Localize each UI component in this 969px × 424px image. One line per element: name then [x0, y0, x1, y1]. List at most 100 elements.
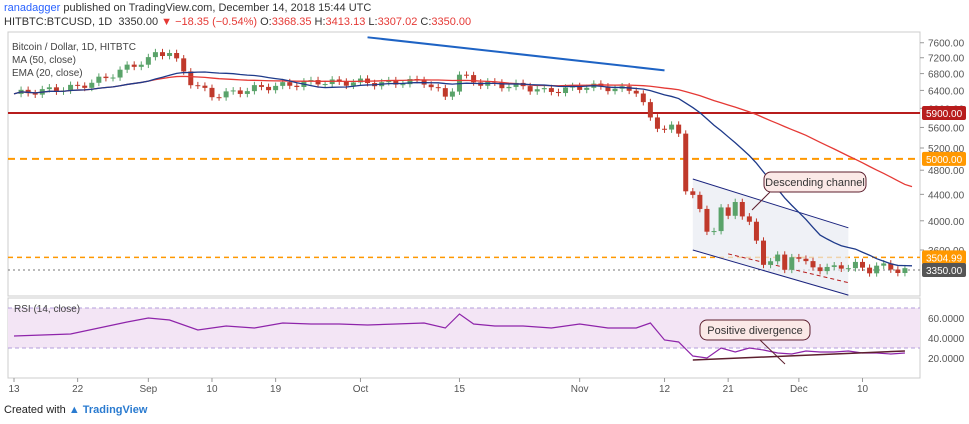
tradingview-brand[interactable]: TradingView [82, 404, 148, 416]
tradingview-logo-icon: ▲ [68, 404, 80, 416]
candle-body [669, 124, 675, 130]
price-axis-label: 3350.00 [926, 266, 963, 277]
divergence-line [692, 350, 905, 361]
candle-body [230, 90, 236, 92]
candle-body [251, 85, 257, 92]
candle-body [223, 91, 229, 98]
candle-body [563, 87, 569, 94]
candle-body [888, 263, 894, 270]
candle-body [138, 64, 144, 67]
candle-body [831, 265, 837, 267]
rsi-tick-label: 40.0000 [928, 334, 965, 345]
candle-body [266, 86, 272, 91]
ohlc-line: HITBTC:BTCUSD, 1D 3350.00 ▼ −18.35 (−0.5… [4, 16, 471, 28]
candle-body [159, 52, 165, 57]
time-tick-label: 19 [270, 384, 282, 395]
candle-body [704, 208, 710, 232]
candle-body [881, 263, 887, 266]
time-tick-label: Nov [571, 384, 589, 395]
candle-body [761, 240, 767, 265]
candle-body [280, 82, 286, 86]
candle-body [181, 58, 187, 72]
candle-body [32, 93, 38, 95]
candle-body [110, 77, 116, 79]
divergence-callout-box [699, 319, 811, 341]
candle-body [131, 64, 137, 67]
candle-body [68, 84, 74, 91]
candle-body [174, 52, 180, 59]
candle-body [124, 64, 130, 70]
candle-body [605, 86, 611, 92]
candle-body [195, 85, 201, 87]
candle-body [633, 90, 639, 94]
candle-body [739, 201, 745, 217]
time-tick-label: Sep [139, 384, 157, 395]
price-tick-label: 6400.00 [928, 86, 965, 97]
downtrend-line [367, 36, 665, 72]
candle-body [676, 124, 682, 134]
candle-body [775, 254, 781, 262]
ema-legend[interactable]: EMA (20, close) [12, 68, 83, 79]
close-label: C: [420, 16, 432, 28]
candle-body [647, 102, 653, 118]
high-value: 3413.13 [325, 16, 366, 28]
candle-body [527, 86, 533, 92]
candle-body [258, 85, 264, 87]
footer: Created with ▲ TradingView [4, 404, 147, 416]
time-tick-label: Dec [790, 384, 808, 395]
candle-body [103, 76, 109, 79]
candle-body [237, 90, 243, 94]
open-label: O: [260, 16, 272, 28]
candle-body [82, 85, 88, 88]
candle-body [683, 133, 689, 192]
candle-body [746, 216, 752, 222]
candle-body [407, 79, 413, 85]
price-tick-label: 4800.00 [928, 166, 965, 177]
candle-body [732, 201, 738, 216]
time-tick-label: 22 [72, 384, 84, 395]
candle-body [768, 261, 774, 265]
price-change: ▼ −18.35 (−0.54%) [161, 16, 258, 28]
candle-body [393, 80, 399, 85]
candle-body [697, 194, 703, 209]
candle-body [845, 268, 851, 270]
candle-body [400, 84, 406, 86]
candle-body [810, 261, 816, 268]
candle-body [287, 82, 293, 86]
candle-body [357, 78, 363, 83]
time-tick-label: 15 [454, 384, 466, 395]
candle-body [25, 89, 31, 94]
candle-body [209, 87, 215, 98]
time-tick-label: 12 [659, 384, 671, 395]
price-chart[interactable]: 7600.007200.006800.006400.006000.005600.… [0, 0, 969, 400]
candle-body [343, 81, 349, 86]
candle-body [464, 74, 470, 76]
high-label: H: [314, 16, 326, 28]
channel-callout-arrow [751, 191, 771, 211]
price-axis-label-bg [922, 105, 966, 120]
candle-body [867, 267, 873, 274]
price-axis-label-bg [922, 262, 966, 277]
author-link[interactable]: ranadagger [4, 2, 61, 14]
candle-body [555, 91, 561, 94]
candle-body [895, 269, 901, 273]
candle-body [513, 82, 519, 87]
price-tick-label: 5600.00 [928, 123, 965, 134]
candle-body [322, 84, 328, 86]
candle-body [640, 93, 646, 103]
candle-body [817, 267, 823, 272]
candle-body [167, 52, 173, 57]
rsi-title: RSI (14, close) [14, 304, 80, 315]
ma-legend[interactable]: MA (50, close) [12, 55, 76, 66]
last-price: 3350.00 [118, 16, 159, 28]
candle-body [612, 88, 618, 92]
price-axis-label-bg [922, 151, 966, 166]
symbol-label: HITBTC:BTCUSD, 1D [4, 16, 113, 28]
candle-body [188, 71, 194, 86]
candle-body [753, 221, 759, 241]
candle-body [541, 88, 547, 90]
candle-body [789, 257, 795, 270]
created-with-text: Created with [4, 404, 66, 416]
candle-body [506, 86, 512, 89]
candle-body [244, 91, 250, 94]
